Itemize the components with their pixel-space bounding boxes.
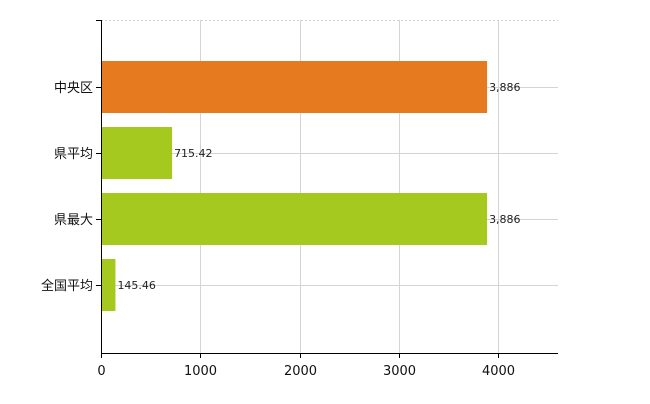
x-tick-label: 3000 (383, 364, 416, 379)
category-label: 県平均 (54, 147, 93, 162)
category-label: 中央区 (54, 81, 93, 96)
category-label: 全国平均 (41, 278, 93, 294)
bar-value-label: 3,886 (489, 81, 521, 94)
bar-value-label: 3,886 (489, 213, 521, 226)
bar (102, 259, 116, 311)
category-label: 県最大 (54, 213, 93, 228)
labels-layer: 3,886 中央区 715.42 県平均 3,886 県最大 145.46 全国平均 0 1000… (41, 81, 521, 379)
bar (102, 61, 488, 113)
bar-value-label: 145.46 (117, 279, 156, 292)
bar (102, 193, 488, 245)
bar (102, 127, 173, 179)
bar-value-label: 715.42 (174, 147, 213, 160)
bars-layer (102, 61, 488, 311)
x-tick-label: 4000 (482, 364, 515, 379)
x-tick-label: 2000 (284, 364, 317, 379)
axis-layer (96, 20, 558, 358)
x-tick-label: 0 (97, 364, 105, 379)
x-tick-label: 1000 (184, 364, 217, 379)
